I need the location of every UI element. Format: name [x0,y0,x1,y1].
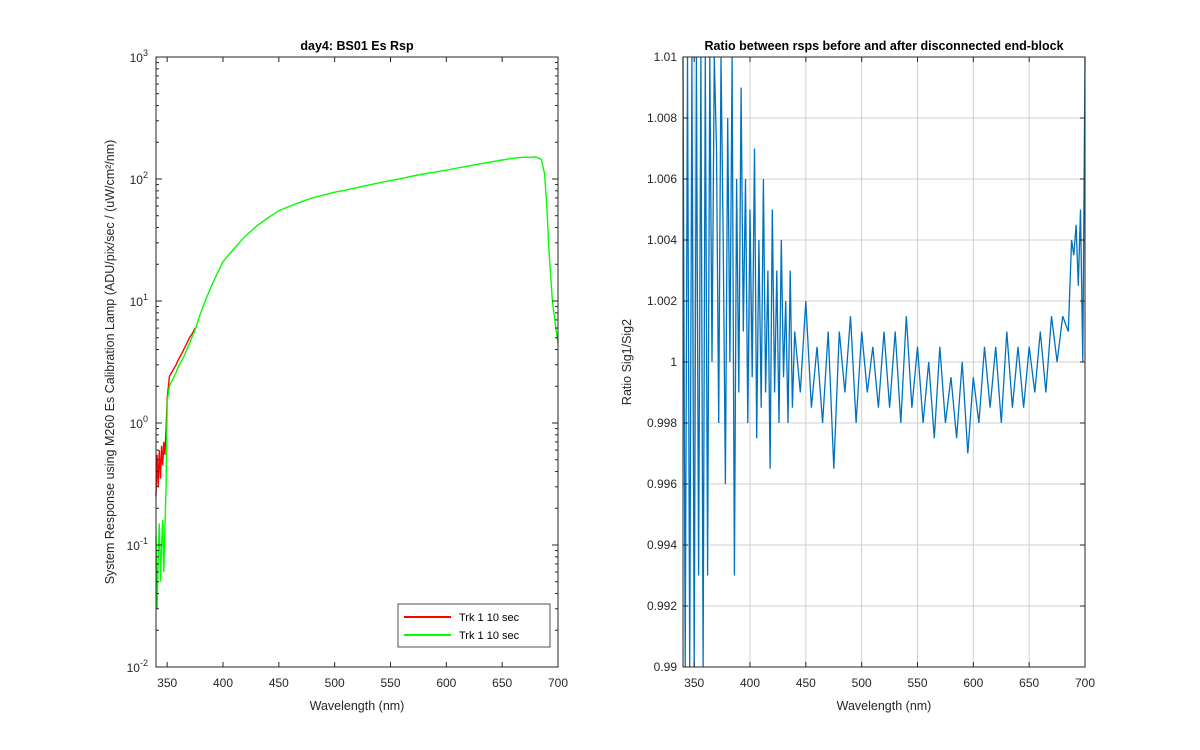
y-tick-label: 0.996 [647,477,677,491]
y-tick-label: 0.992 [647,599,677,613]
x-tick-label: 450 [269,676,289,690]
x-tick-label: 450 [796,676,816,690]
ratio-chart-x-axis: 350 400 450 500 550 600 650 700 [684,57,1095,690]
y-tick-label: 1.006 [647,172,677,186]
x-tick-label: 700 [548,676,568,690]
y-tick-label: 100 [130,414,148,431]
response-chart: day4: BS01 Es Rsp 350 400 450 500 550 600 650 7… [103,39,568,713]
y-tick-label: 103 [130,48,148,65]
x-tick-label: 350 [684,676,704,690]
ratio-chart-y-axis: 0.99 0.992 0.994 0.996 0.998 1 1.002 1.004 1.006… [647,50,1085,674]
x-tick-label: 600 [436,676,456,690]
response-chart-plot-area [155,156,559,609]
y-tick-label: 10-2 [127,658,148,675]
y-tick-label: 1.008 [647,111,677,125]
y-tick-label: 0.998 [647,416,677,430]
y-tick-label: 1.01 [654,50,678,64]
y-tick-label: 10-1 [127,536,148,553]
legend-entry-1: Trk 1 10 sec [459,612,520,624]
ratio-chart-grid [683,56,1086,668]
x-tick-label: 600 [963,676,983,690]
legend-entry-2: Trk 1 10 sec [459,630,520,642]
response-chart-y-axis-label: System Response using M260 Es Calibratio… [103,140,117,585]
x-tick-label: 550 [380,676,400,690]
ratio-chart-title: Ratio between rsps before and after disc… [704,39,1063,53]
y-tick-label: 0.994 [647,538,677,552]
series-line-2 [155,156,559,609]
response-chart-x-axis: 350 400 450 500 550 600 650 700 [157,57,568,690]
y-tick-label: 101 [130,292,148,309]
response-chart-x-axis-label: Wavelength (nm) [310,699,405,713]
ratio-series-line [682,56,1086,668]
x-tick-label: 700 [1075,676,1095,690]
x-tick-label: 400 [740,676,760,690]
y-tick-label: 102 [130,170,148,187]
x-tick-label: 500 [852,676,872,690]
y-tick-label: 1 [670,355,677,369]
x-tick-label: 500 [325,676,345,690]
response-chart-y-axis: 10-2 10-1 100 101 102 103 [127,48,558,675]
ratio-chart: Ratio between rsps before and after disc… [620,39,1095,713]
response-chart-axes-box [155,56,559,668]
x-tick-label: 650 [492,676,512,690]
legend-box [397,603,551,648]
y-tick-label: 1.002 [647,294,677,308]
response-chart-title: day4: BS01 Es Rsp [300,39,414,53]
series-line-1 [155,327,196,497]
x-tick-label: 550 [907,676,927,690]
x-tick-label: 650 [1019,676,1039,690]
y-tick-label: 1.004 [647,233,677,247]
ratio-chart-x-axis-label: Wavelength (nm) [837,699,932,713]
ratio-chart-plot-area [682,56,1086,668]
ratio-chart-y-axis-label: Ratio Sig1/Sig2 [620,319,634,405]
y-tick-label: 0.99 [654,660,678,674]
response-chart-legend: Trk 1 10 sec Trk 1 10 sec [397,603,551,648]
x-tick-label: 350 [157,676,177,690]
x-tick-label: 400 [213,676,233,690]
